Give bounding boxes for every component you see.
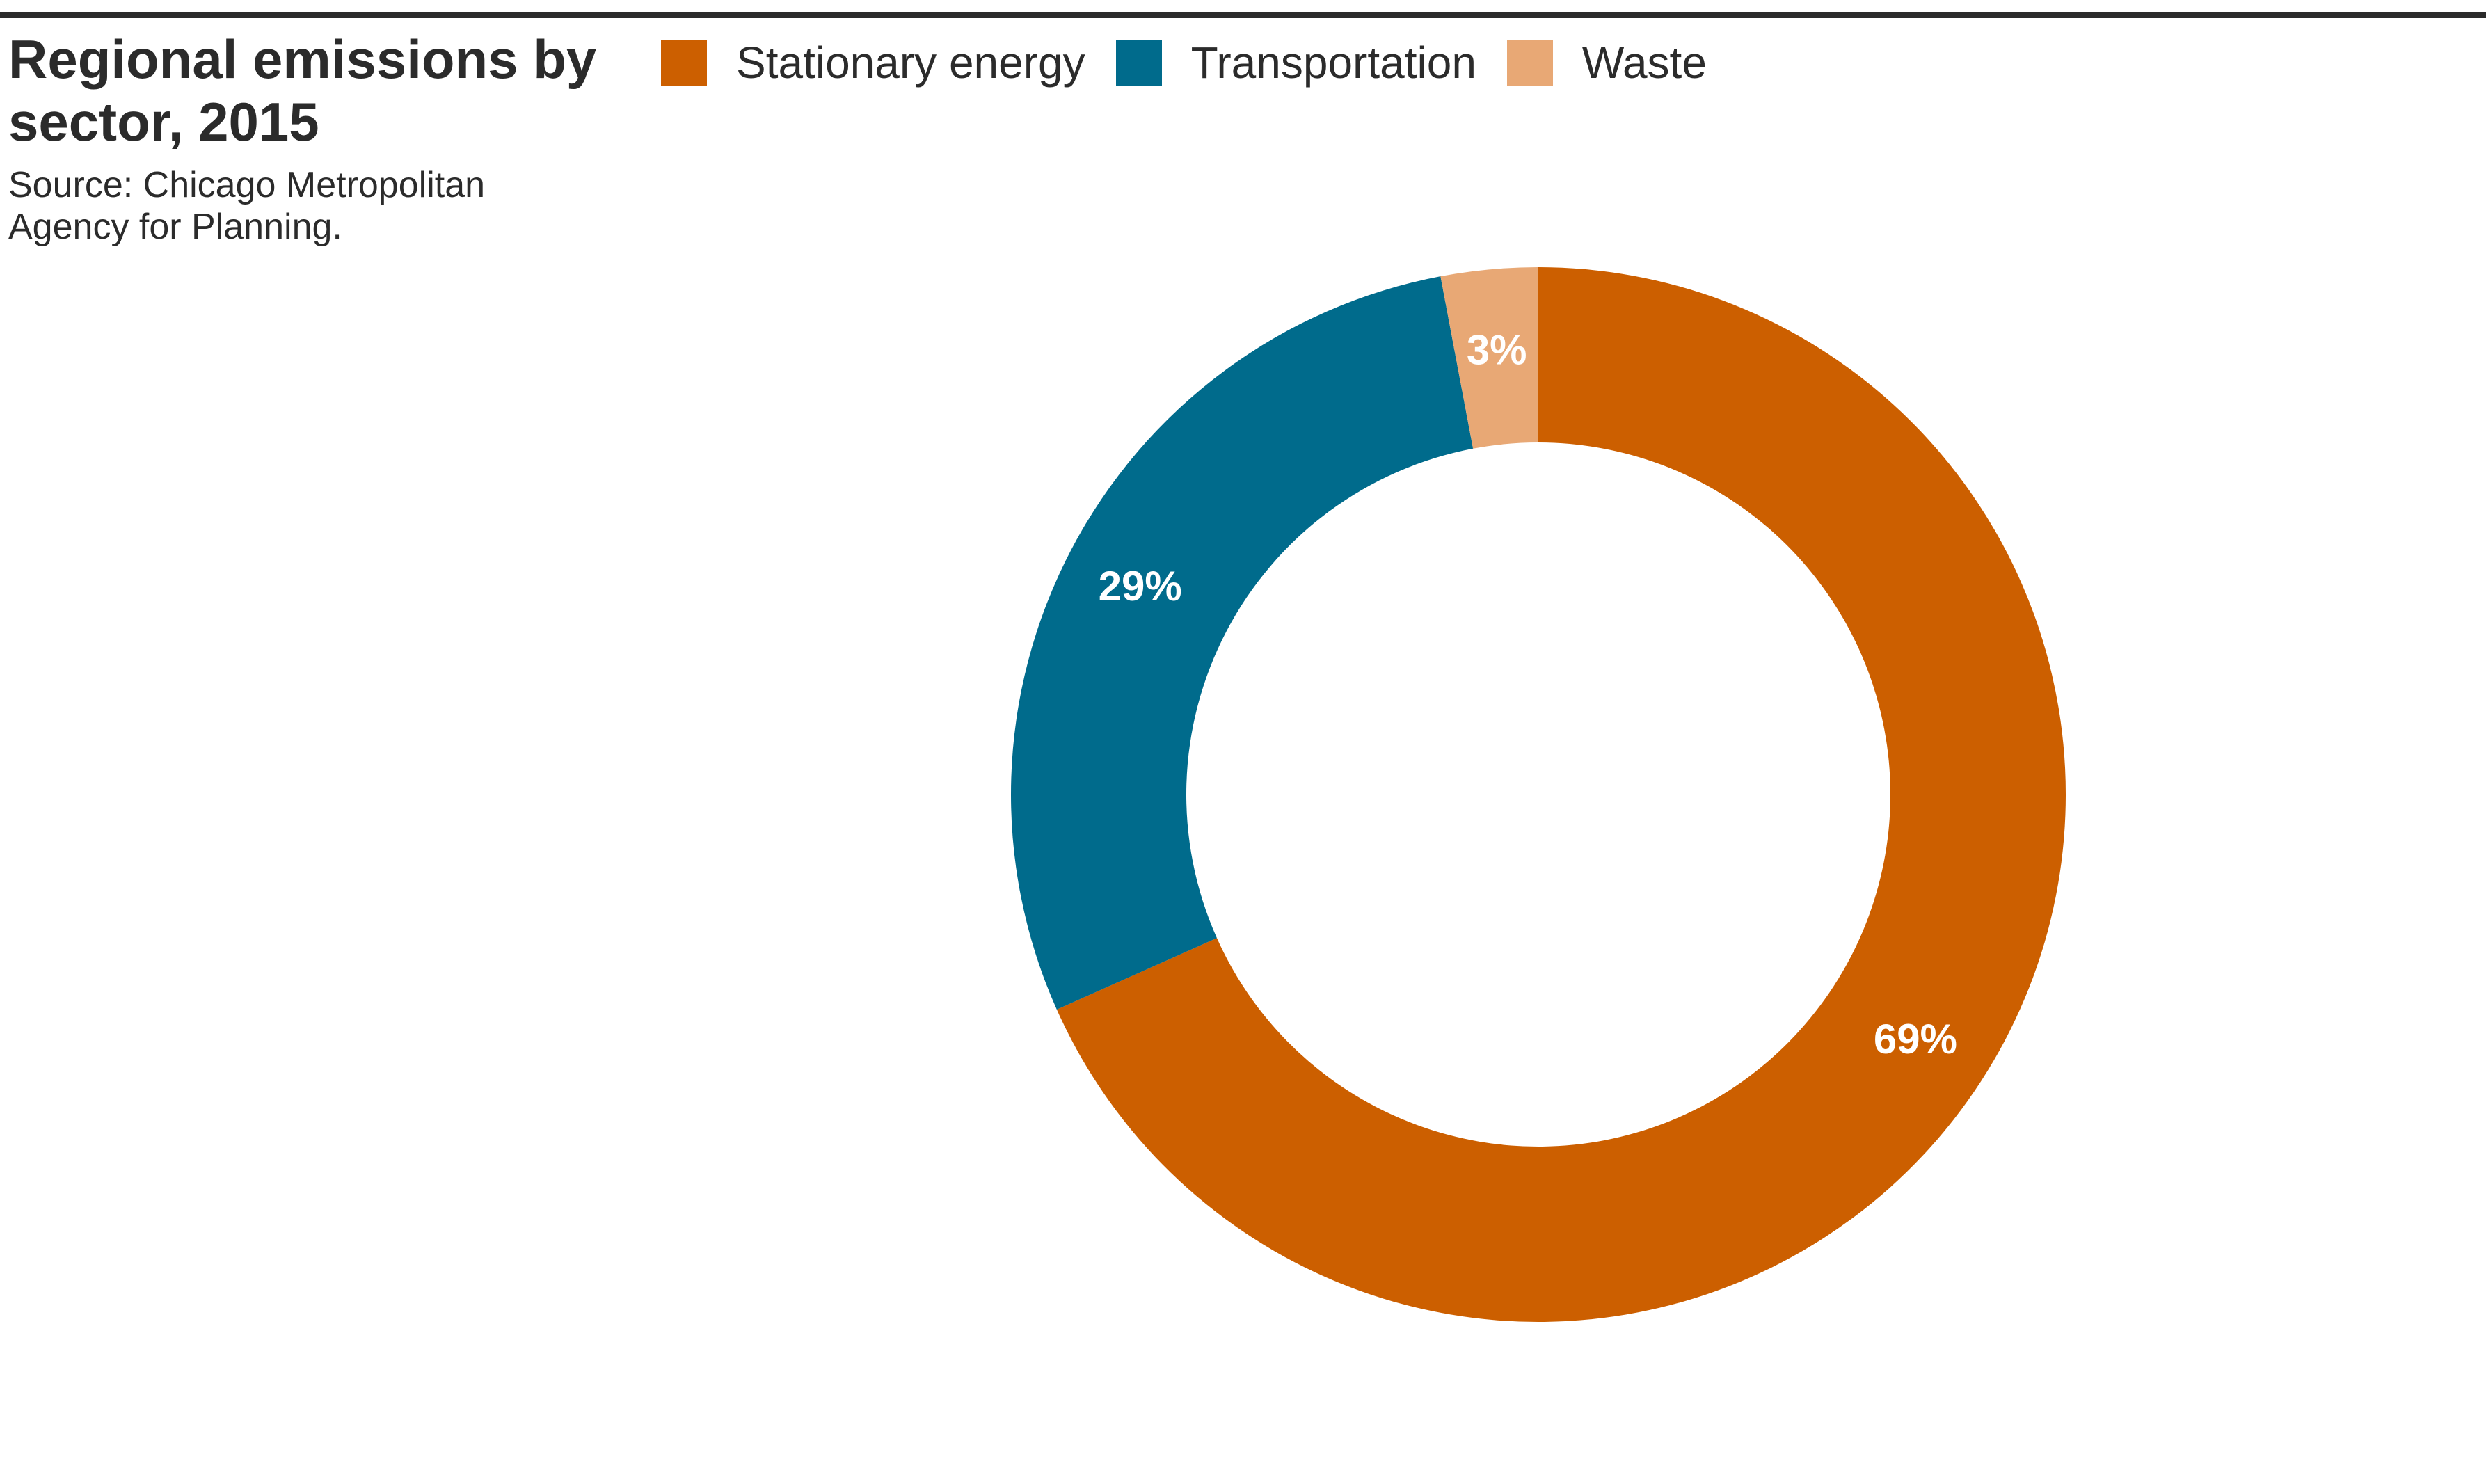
legend-label-stationary-energy: Stationary energy <box>736 38 1085 88</box>
chart-source: Source: Chicago Metropolitan Agency for … <box>8 165 486 247</box>
donut-slice-transportation <box>1011 276 1474 1010</box>
legend-item-waste: Waste <box>1506 35 1707 90</box>
legend-item-stationary-energy: Stationary energy <box>661 35 1085 90</box>
legend-swatch-transportation <box>1115 40 1162 86</box>
slice-label-stationary-energy: 69% <box>1874 1016 1957 1062</box>
legend-swatch-stationary-energy <box>661 40 707 86</box>
slice-label-transportation: 29% <box>1099 563 1182 609</box>
top-rule <box>0 12 2486 18</box>
chart-legend: Stationary energy Transportation Waste <box>661 35 1737 90</box>
legend-label-transportation: Transportation <box>1190 38 1476 88</box>
donut-slice-waste <box>1440 267 1538 449</box>
legend-swatch-waste <box>1506 40 1553 86</box>
donut-slice-stationary-energy <box>1056 267 2066 1322</box>
chart-title: Regional emissions by sector, 2015 <box>8 29 597 152</box>
legend-label-waste: Waste <box>1581 38 1707 88</box>
slice-label-waste: 3% <box>1467 326 1527 373</box>
legend-item-transportation: Transportation <box>1115 35 1476 90</box>
